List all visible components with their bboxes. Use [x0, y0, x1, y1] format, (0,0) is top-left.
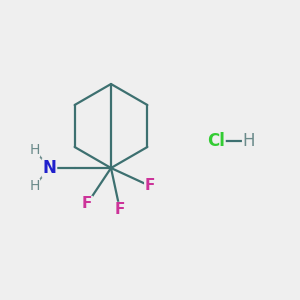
Text: F: F	[145, 178, 155, 194]
Text: N: N	[43, 159, 56, 177]
Text: H: H	[243, 132, 255, 150]
Text: Cl: Cl	[207, 132, 225, 150]
Text: F: F	[82, 196, 92, 211]
Text: H: H	[29, 143, 40, 157]
Text: H: H	[29, 179, 40, 193]
Text: F: F	[115, 202, 125, 217]
